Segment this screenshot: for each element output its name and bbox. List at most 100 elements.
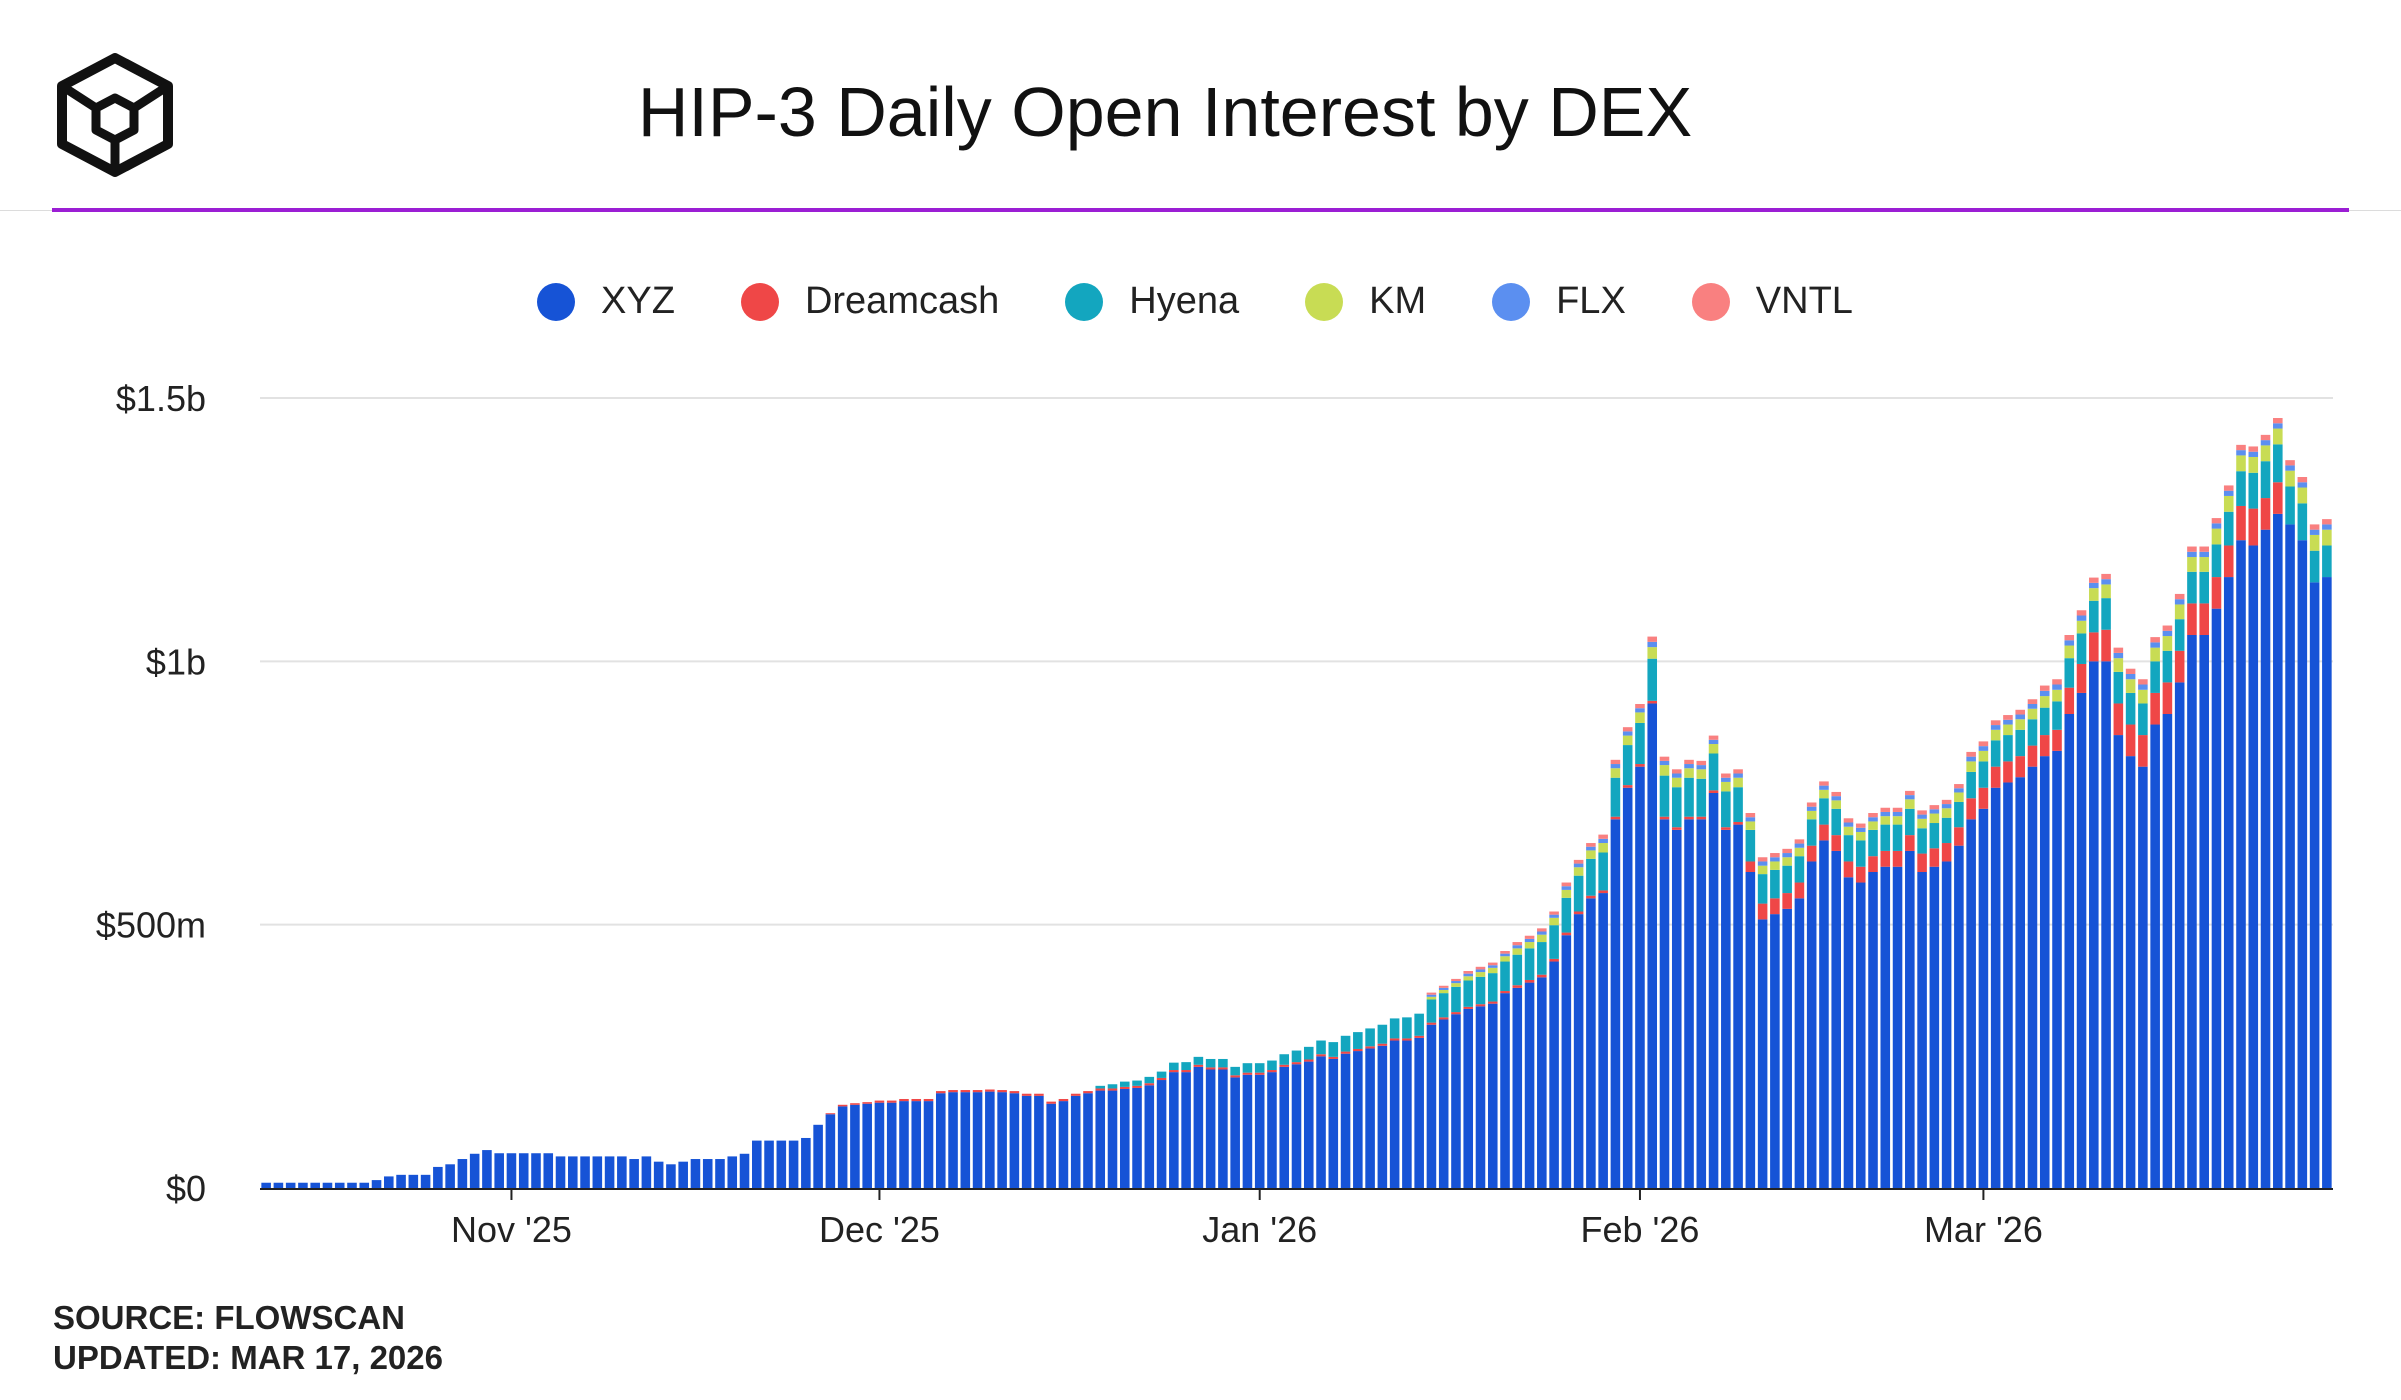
bar-segment-vntl <box>1770 853 1780 858</box>
bar-segment-km <box>1696 769 1707 779</box>
bar-segment-xyz <box>727 1156 738 1188</box>
bar-segment-hyena <box>1193 1056 1204 1065</box>
bar-segment-vntl <box>2015 709 2025 715</box>
bar-segment-hyena <box>1659 775 1670 817</box>
bar-segment-dreamcash <box>923 1098 934 1102</box>
bar-segment-hyena <box>1377 1024 1388 1044</box>
bar-segment-xyz <box>2273 513 2283 1188</box>
bar-segment-vntl <box>1451 978 1461 982</box>
bar-segment-xyz <box>1782 908 1792 1188</box>
bar-segment-dreamcash <box>2162 682 2173 714</box>
bar-segment-xyz <box>1083 1093 1093 1188</box>
legend-swatch-hyena <box>1065 282 1104 321</box>
bar-segment-vntl <box>2297 477 2308 483</box>
bar-segment-flx <box>1966 756 1976 762</box>
bar-segment-hyena <box>1303 1046 1314 1060</box>
bar-segment-hyena <box>1806 819 1817 846</box>
bar-segment-dreamcash <box>1941 843 1952 862</box>
bar-segment-dreamcash <box>1917 853 1927 872</box>
bar-segment-km <box>1659 765 1670 776</box>
bar-segment-hyena <box>1451 986 1461 1013</box>
bar-segment-hyena <box>1291 1050 1302 1063</box>
bar-segment-xyz <box>1316 1056 1326 1188</box>
bar-segment-flx <box>1905 795 1915 800</box>
bar-segment-hyena <box>2039 707 2050 736</box>
bar-segment-dreamcash <box>850 1103 860 1105</box>
bar-segment-xyz <box>1733 824 1743 1188</box>
legend-item-xyz: XYZ <box>537 280 675 323</box>
bar-segment-vntl <box>1426 992 1437 995</box>
bar-segment-xyz <box>960 1092 971 1188</box>
bar-segment-dreamcash <box>985 1089 995 1092</box>
bar-segment-hyena <box>1463 980 1474 1007</box>
bar-segment-hyena <box>1426 999 1437 1023</box>
bar-segment-flx <box>2113 652 2124 659</box>
bar-segment-vntl <box>2101 573 2111 580</box>
bar-segment-xyz <box>1242 1074 1253 1188</box>
bar-segment-hyena <box>2248 472 2259 509</box>
bar-segment-km <box>1512 948 1523 955</box>
bar-segment-dreamcash <box>1659 816 1670 820</box>
bar-segment-flx <box>1782 853 1792 858</box>
bar-segment-xyz <box>2052 750 2062 1188</box>
bar-segment-flx <box>2223 490 2234 496</box>
bar-segment-vntl <box>1843 818 1854 823</box>
bar-segment-hyena <box>1267 1060 1277 1071</box>
y-tick-label: $500m <box>96 905 206 946</box>
bar-segment-xyz <box>886 1102 897 1188</box>
bar-segment-hyena <box>1941 817 1952 844</box>
bar-segment-xyz <box>1708 793 1719 1188</box>
bar-segment-dreamcash <box>1855 866 1866 883</box>
bar-segment-xyz <box>1622 787 1633 1188</box>
bar-segment-vntl <box>1929 805 1940 810</box>
bar-segment-hyena <box>1156 1071 1167 1078</box>
bar-segment-flx <box>1978 746 1989 751</box>
bar-segment-vntl <box>1954 784 1964 789</box>
bar-segment-km <box>2052 689 2062 702</box>
bar-segment-flx <box>2076 615 2087 621</box>
bar-segment-dreamcash <box>1058 1098 1069 1102</box>
bar-segment-xyz <box>482 1150 492 1188</box>
bar-segment-xyz <box>801 1137 811 1188</box>
bar-segment-km <box>1819 789 1829 799</box>
bar-segment-dreamcash <box>1426 1022 1437 1025</box>
bar-segment-km <box>1573 867 1584 876</box>
bar-segment-dreamcash <box>1181 1070 1191 1073</box>
bar-segment-km <box>1684 768 1694 778</box>
x-tick-label: Jan '26 <box>1202 1209 1317 1250</box>
bar-segment-xyz <box>1647 703 1658 1188</box>
bar-segment-xyz <box>972 1092 983 1188</box>
bar-segment-hyena <box>2223 511 2234 546</box>
bar-segment-hyena <box>2309 550 2320 583</box>
bar-segment-hyena <box>1438 993 1449 1018</box>
axes: $0 $500m $1b $1.5b Nov '25 Dec '25 Jan '26 Feb … <box>96 378 2333 1250</box>
bar-segment-hyena <box>1586 858 1596 896</box>
bar-segment-vntl <box>2162 625 2173 631</box>
bar-segment-xyz <box>322 1182 333 1188</box>
bar-segment-xyz <box>445 1164 455 1188</box>
bar-segment-km <box>1622 735 1633 746</box>
bar-segment-hyena <box>1684 777 1694 817</box>
bar-segment-xyz <box>850 1104 860 1188</box>
bar-segment-xyz <box>874 1102 885 1188</box>
bar-segment-hyena <box>1917 828 1927 854</box>
bar-segment-flx <box>1917 814 1927 819</box>
bar-segment-xyz <box>1512 987 1523 1188</box>
bar-segment-dreamcash <box>2101 629 2111 662</box>
bar-segment-dreamcash <box>1622 785 1633 788</box>
bar-segment-hyena <box>1242 1063 1253 1073</box>
bar-segment-xyz <box>899 1101 909 1188</box>
bar-segment-km <box>2199 557 2209 572</box>
bar-segment-xyz <box>752 1140 762 1188</box>
bar-segment-hyena <box>2162 650 2173 683</box>
bar-segment-dreamcash <box>1254 1072 1265 1075</box>
bar-segment-km <box>2150 647 2160 662</box>
bar-segment-dreamcash <box>1671 827 1682 830</box>
bar-segment-km <box>1733 777 1743 788</box>
bar-segment-hyena <box>2322 545 2332 578</box>
bar-segment-flx <box>2322 524 2332 530</box>
bar-segment-dreamcash <box>2211 577 2222 609</box>
bar-segment-xyz <box>2199 635 2209 1188</box>
bar-segment-vntl <box>2138 679 2148 685</box>
bar-segment-km <box>1843 826 1854 836</box>
